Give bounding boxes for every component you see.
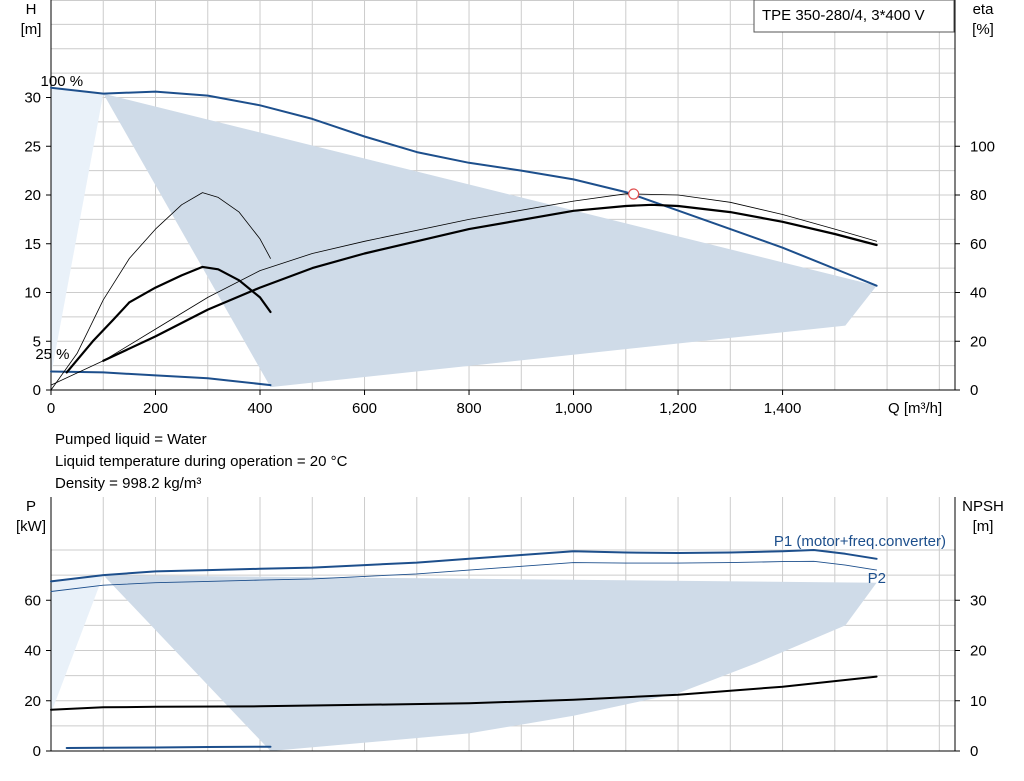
y2-tick-label: 40 (970, 285, 987, 302)
y2-tick-label: 0 (970, 382, 978, 399)
chart-title: TPE 350-280/4, 3*400 V (762, 7, 925, 24)
y-tick-label: 10 (24, 285, 41, 302)
series-eta-max-thick (102, 203, 878, 362)
y2-tick-label: 20 (970, 333, 987, 350)
series-label-p2: P2 (868, 570, 886, 587)
operating-region (103, 575, 877, 751)
y-tick-label: 25 (24, 138, 41, 155)
y2-axis-unit: [%] (972, 21, 994, 38)
x-tick-label: 400 (248, 400, 273, 417)
y2-tick-label: 0 (970, 743, 978, 760)
x-tick-label: 0 (47, 400, 55, 417)
y-axis-unit: [kW] (16, 518, 46, 535)
series-label-p1: P1 (motor+freq.converter) (774, 533, 946, 550)
y-tick-label: 20 (24, 693, 41, 710)
y-tick-label: 5 (33, 333, 41, 350)
y2-tick-label: 30 (970, 592, 987, 609)
x-tick-label: 600 (352, 400, 377, 417)
series-eta-max-thin (50, 193, 877, 386)
liquid-temperature-text: Liquid temperature during operation = 20… (55, 453, 348, 470)
y-axis-title: P (26, 498, 36, 515)
x-tick-label: 1,200 (659, 400, 697, 417)
operating-region-light (51, 87, 104, 376)
pumped-liquid-text: Pumped liquid = Water (55, 431, 207, 448)
y-axis-unit: [m] (21, 21, 42, 38)
y2-tick-label: 60 (970, 236, 987, 253)
y-tick-label: 30 (24, 90, 41, 107)
speed-annotation: 25 % (35, 346, 69, 363)
series-p2 (50, 560, 878, 592)
series-eta-min-thick (65, 265, 272, 374)
operating-region (103, 93, 877, 388)
y2-axis-title: eta (973, 1, 995, 18)
series-npsh-max (50, 675, 878, 711)
x-tick-label: 1,400 (764, 400, 802, 417)
y2-axis-unit: [m] (973, 518, 994, 535)
series-head-max (50, 86, 878, 287)
x-tick-label: 800 (457, 400, 482, 417)
y-axis-title: H (26, 1, 37, 18)
speed-annotation: 100 % (41, 73, 84, 90)
y-tick-label: 20 (24, 187, 41, 204)
x-tick-label: 1,000 (555, 400, 593, 417)
y2-tick-label: 100 (970, 138, 995, 155)
y-tick-label: 15 (24, 236, 41, 253)
y2-tick-label: 80 (970, 187, 987, 204)
y2-axis-title: NPSH (962, 498, 1004, 515)
y-tick-label: 60 (24, 592, 41, 609)
y2-tick-label: 10 (970, 693, 987, 710)
y-tick-label: 0 (33, 743, 41, 760)
operating-point-marker (628, 188, 640, 200)
operating-region-light (51, 575, 104, 714)
series-power-min (65, 745, 272, 749)
y-tick-label: 0 (33, 382, 41, 399)
series-eta-min-thin (50, 192, 271, 391)
power-npsh-chart: 0 20 40 60 0 10 20 30 P [kW] NPSH [m] P1 (motor+freq… (16, 497, 1004, 760)
y2-tick-label: 20 (970, 643, 987, 660)
head-efficiency-chart: 0 5 10 15 20 25 30 0 20 40 60 80 100 H [m] eta [%] 0 200 40… (21, 0, 995, 417)
x-tick-label: 200 (143, 400, 168, 417)
y-tick-label: 40 (24, 643, 41, 660)
x-axis-title: Q [m³/h] (888, 400, 942, 417)
series-head-min (50, 370, 272, 387)
density-text: Density = 998.2 kg/m³ (55, 475, 202, 492)
title-box (753, 0, 955, 33)
series-p1 (50, 549, 878, 583)
